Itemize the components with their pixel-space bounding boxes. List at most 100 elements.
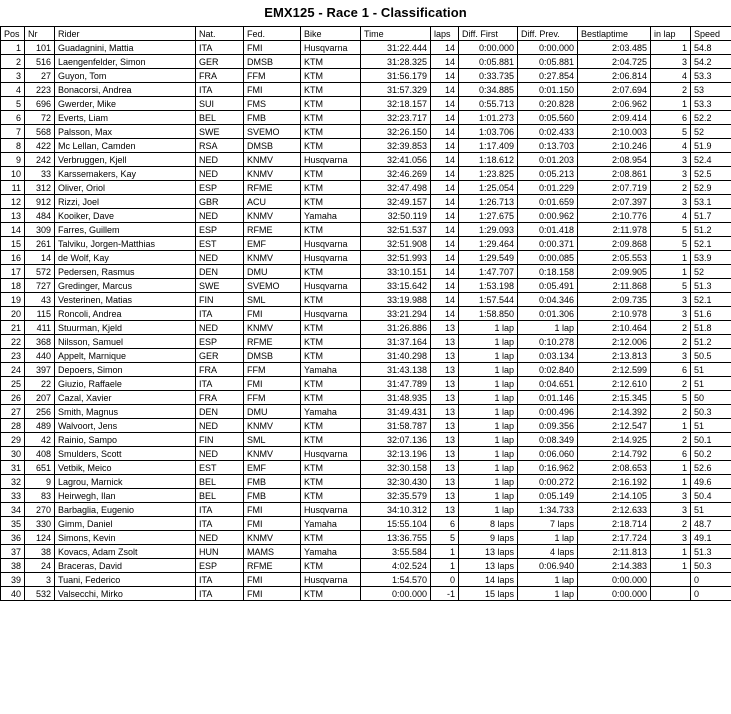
cell-laps: 13 bbox=[430, 348, 459, 363]
cell-fed: FMB bbox=[243, 110, 301, 125]
cell-nat: FIN bbox=[195, 292, 244, 307]
cell-inlap: 5 bbox=[650, 278, 691, 293]
table-row[interactable]: 34 270 Barbaglia, Eugenio ITA FMI Husqvarna 34… bbox=[0, 502, 731, 517]
cell-fed: SVEMO bbox=[243, 124, 301, 139]
table-row[interactable]: 38 24 Braceras, David ESP RFME KTM 4:02.524 1 13… bbox=[0, 558, 731, 573]
table-row[interactable]: 40 532 Valsecchi, Mirko ITA FMI KTM 0:00.000 -1… bbox=[0, 586, 731, 601]
cell-best: 2:11.978 bbox=[577, 222, 651, 237]
cell-speed: 51 bbox=[690, 502, 731, 517]
table-row[interactable]: 10 33 Karssemakers, Kay NED KNMV KTM 32:46.269… bbox=[0, 166, 731, 181]
cell-best: 2:07.719 bbox=[577, 180, 651, 195]
cell-bike: KTM bbox=[300, 96, 361, 111]
cell-rider: Kovacs, Adam Zsolt bbox=[54, 544, 196, 559]
cell-pos: 39 bbox=[0, 572, 25, 587]
table-row[interactable]: 31 651 Vetbik, Meico EST EMF KTM 32:30.158 13 1 … bbox=[0, 460, 731, 475]
cell-time: 4:02.524 bbox=[360, 558, 431, 573]
cell-fed: KNMV bbox=[243, 152, 301, 167]
cell-rider: Karssemakers, Kay bbox=[54, 166, 196, 181]
cell-bike: Husqvarna bbox=[300, 236, 361, 251]
cell-rider: Braceras, David bbox=[54, 558, 196, 573]
table-row[interactable]: 14 309 Farres, Guillem ESP RFME KTM 32:51.537 1… bbox=[0, 222, 731, 237]
table-row[interactable]: 8 422 Mc Lellan, Camden RSA DMSB KTM 32:39.853… bbox=[0, 138, 731, 153]
cell-time: 33:19.988 bbox=[360, 292, 431, 307]
table-row[interactable]: 6 72 Everts, Liam BEL FMB KTM 32:23.717 14 1:01.… bbox=[0, 110, 731, 125]
cell-laps: 13 bbox=[430, 502, 459, 517]
cell-fed: DMU bbox=[243, 404, 301, 419]
table-row[interactable]: 9 242 Verbruggen, Kjell NED KNMV Husqvarna 32:… bbox=[0, 152, 731, 167]
column-header-diff-first: Diff. First bbox=[458, 26, 518, 41]
cell-inlap: 2 bbox=[650, 376, 691, 391]
cell-fed: FFM bbox=[243, 390, 301, 405]
table-row[interactable]: 29 42 Rainio, Sampo FIN SML KTM 32:07.136 13 1 l… bbox=[0, 432, 731, 447]
table-row[interactable]: 35 330 Gimm, Daniel ITA FMI Yamaha 15:55.104 6 8… bbox=[0, 516, 731, 531]
table-row[interactable]: 13 484 Kooiker, Dave NED KNMV Yamaha 32:50.119… bbox=[0, 208, 731, 223]
cell-dprev: 0:04.346 bbox=[517, 292, 578, 307]
cell-speed: 53.3 bbox=[690, 68, 731, 83]
cell-best: 2:06.962 bbox=[577, 96, 651, 111]
table-row[interactable]: 16 14 de Wolf, Kay NED KNMV Husqvarna 32:51.99… bbox=[0, 250, 731, 265]
cell-dfirst: 9 laps bbox=[458, 530, 518, 545]
cell-best: 2:08.653 bbox=[577, 460, 651, 475]
cell-best: 2:03.485 bbox=[577, 40, 651, 55]
table-row[interactable]: 12 912 Rizzi, Joel GBR ACU KTM 32:49.157 14 1:26… bbox=[0, 194, 731, 209]
table-row[interactable]: 33 83 Heirwegh, Ilan BEL FMB KTM 32:35.579 13 1 … bbox=[0, 488, 731, 503]
table-row[interactable]: 5 696 Gwerder, Mike SUI FMS KTM 32:18.157 14 0:5… bbox=[0, 96, 731, 111]
table-row[interactable]: 30 408 Smulders, Scott NED KNMV Husqvarna 32:1… bbox=[0, 446, 731, 461]
table-row[interactable]: 17 572 Pedersen, Rasmus DEN DMU KTM 33:10.151 1… bbox=[0, 264, 731, 279]
table-row[interactable]: 28 489 Walvoort, Jens NED KNMV KTM 31:58.787 13… bbox=[0, 418, 731, 433]
cell-rider: Oliver, Oriol bbox=[54, 180, 196, 195]
cell-fed: FMI bbox=[243, 376, 301, 391]
table-row[interactable]: 39 3 Tuani, Federico ITA FMI Husqvarna 1:54.57… bbox=[0, 572, 731, 587]
table-row[interactable]: 37 38 Kovacs, Adam Zsolt HUN MAMS Yamaha 3:55.… bbox=[0, 544, 731, 559]
cell-fed: KNMV bbox=[243, 446, 301, 461]
cell-bike: KTM bbox=[300, 460, 361, 475]
cell-rider: Bonacorsi, Andrea bbox=[54, 82, 196, 97]
cell-time: 0:00.000 bbox=[360, 586, 431, 601]
table-row[interactable]: 20 115 Roncoli, Andrea ITA FMI Husqvarna 33:21… bbox=[0, 306, 731, 321]
cell-laps: 14 bbox=[430, 166, 459, 181]
cell-best: 2:12.610 bbox=[577, 376, 651, 391]
table-row[interactable]: 11 312 Oliver, Oriol ESP RFME KTM 32:47.498 14 1… bbox=[0, 180, 731, 195]
cell-best: 2:14.383 bbox=[577, 558, 651, 573]
cell-pos: 20 bbox=[0, 306, 25, 321]
cell-fed: DMSB bbox=[243, 54, 301, 69]
table-row[interactable]: 22 368 Nilsson, Samuel ESP RFME KTM 31:37.164 1… bbox=[0, 334, 731, 349]
cell-pos: 36 bbox=[0, 530, 25, 545]
cell-nat: ESP bbox=[195, 558, 244, 573]
cell-nat: ITA bbox=[195, 572, 244, 587]
cell-dfirst: 0:34.885 bbox=[458, 82, 518, 97]
cell-bike: KTM bbox=[300, 68, 361, 83]
cell-bike: KTM bbox=[300, 334, 361, 349]
table-row[interactable]: 23 440 Appelt, Marnique GER DMSB KTM 31:40.298… bbox=[0, 348, 731, 363]
column-header-nr: Nr bbox=[24, 26, 55, 41]
table-row[interactable]: 2 516 Laengenfelder, Simon GER DMSB KTM 31:28.… bbox=[0, 54, 731, 69]
cell-bike: KTM bbox=[300, 54, 361, 69]
table-row[interactable]: 36 124 Simons, Kevin NED KNMV KTM 13:36.755 5 9 … bbox=[0, 530, 731, 545]
table-row[interactable]: 15 261 Talviku, Jorgen-Matthias EST EMF Husqv… bbox=[0, 236, 731, 251]
cell-dprev: 0:00.000 bbox=[517, 40, 578, 55]
table-row[interactable]: 19 43 Vesterinen, Matias FIN SML KTM 33:19.988… bbox=[0, 292, 731, 307]
cell-laps: 14 bbox=[430, 180, 459, 195]
table-row[interactable]: 21 411 Stuurman, Kjeld NED KNMV KTM 31:26.886 1… bbox=[0, 320, 731, 335]
cell-time: 33:15.642 bbox=[360, 278, 431, 293]
table-row[interactable]: 7 568 Palsson, Max SWE SVEMO KTM 32:26.150 14 1:… bbox=[0, 124, 731, 139]
cell-speed: 52.1 bbox=[690, 236, 731, 251]
cell-nr: 532 bbox=[24, 586, 55, 601]
table-row[interactable]: 27 256 Smith, Magnus DEN DMU Yamaha 31:49.431 1… bbox=[0, 404, 731, 419]
table-header: Pos Nr Rider Nat. Fed. Bike Time laps Di… bbox=[0, 26, 731, 41]
cell-dfirst: 0:55.713 bbox=[458, 96, 518, 111]
cell-nat: NED bbox=[195, 418, 244, 433]
cell-dfirst: 1 lap bbox=[458, 334, 518, 349]
cell-time: 32:51.537 bbox=[360, 222, 431, 237]
table-row[interactable]: 18 727 Gredinger, Marcus SWE SVEMO Husqvarna 3… bbox=[0, 278, 731, 293]
table-row[interactable]: 3 27 Guyon, Tom FRA FFM KTM 31:56.179 14 0:33.73… bbox=[0, 68, 731, 83]
cell-dprev: 0:00.272 bbox=[517, 474, 578, 489]
table-row[interactable]: 32 9 Lagrou, Marnick BEL FMB KTM 32:30.430 13 1 … bbox=[0, 474, 731, 489]
cell-rider: Pedersen, Rasmus bbox=[54, 264, 196, 279]
table-row[interactable]: 26 207 Cazal, Xavier FRA FFM KTM 31:48.935 13 1 … bbox=[0, 390, 731, 405]
table-row[interactable]: 24 397 Depoers, Simon FRA FFM Yamaha 31:43.138… bbox=[0, 362, 731, 377]
cell-inlap: 1 bbox=[650, 40, 691, 55]
table-row[interactable]: 4 223 Bonacorsi, Andrea ITA FMI KTM 31:57.329 1… bbox=[0, 82, 731, 97]
table-row[interactable]: 1 101 Guadagnini, Mattia ITA FMI Husqvarna 31:… bbox=[0, 40, 731, 55]
table-row[interactable]: 25 22 Giuzio, Raffaele ITA FMI KTM 31:47.789 13… bbox=[0, 376, 731, 391]
